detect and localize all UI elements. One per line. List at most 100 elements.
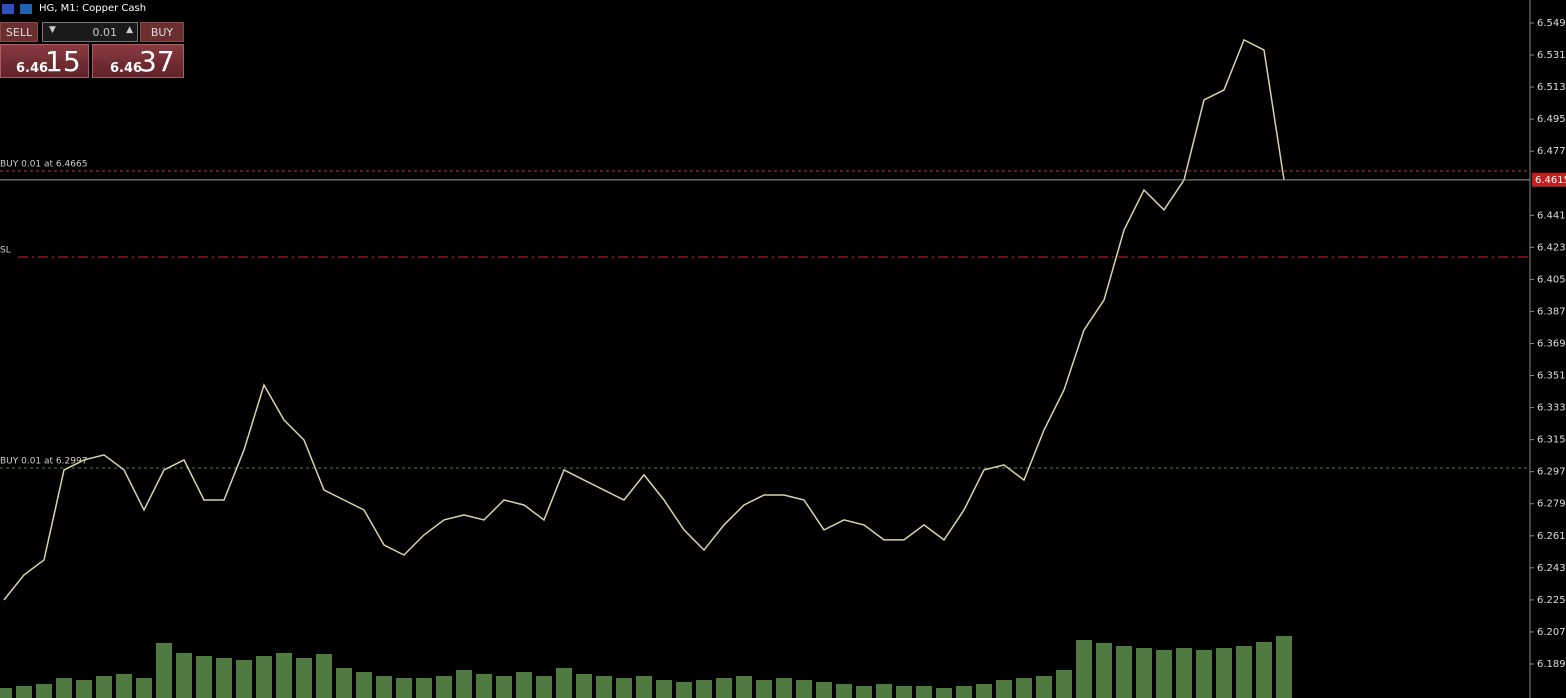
- volume-bar: [316, 654, 332, 698]
- volume-bar: [736, 676, 752, 698]
- increase[interactable]: ▲: [126, 25, 133, 35]
- bid-price[interactable]: 6.46 15: [0, 44, 89, 78]
- volume-bar: [56, 678, 72, 698]
- volume-bar: [1216, 648, 1232, 698]
- volume-bar: [716, 678, 732, 698]
- price-line: [3, 38, 1285, 601]
- volume-bar: [556, 668, 572, 698]
- volume-value: 0.01: [92, 26, 118, 39]
- volume-bar: [756, 680, 772, 698]
- volume-input[interactable]: ▼ 0.01 ▲: [42, 22, 138, 42]
- ask-big: 6.46: [110, 61, 143, 76]
- volume-bar: [896, 686, 912, 698]
- volume-bar: [96, 676, 112, 698]
- bid-small: 15: [45, 45, 81, 78]
- volume-bar: [196, 656, 212, 698]
- volume-bar: [776, 678, 792, 698]
- sell-button[interactable]: SELL: [0, 22, 38, 42]
- volume-bar: [216, 658, 232, 698]
- volume-bar: [356, 672, 372, 698]
- ask-small: 37: [139, 45, 175, 78]
- volume-bar: [16, 686, 32, 698]
- level-label: BUY 0.01 at 6.2997: [0, 456, 87, 466]
- volume-bar: [876, 684, 892, 698]
- volume-bar: [1096, 643, 1112, 698]
- level-label: SL: [0, 245, 11, 255]
- volume-bar: [676, 682, 692, 698]
- volume-bar: [836, 684, 852, 698]
- volume-bar: [236, 660, 252, 698]
- volume-bar: [536, 676, 552, 698]
- volume-bar: [136, 678, 152, 698]
- volume-bar: [516, 672, 532, 698]
- volume-bar: [276, 653, 292, 698]
- volume-bar: [856, 686, 872, 698]
- volume-bar: [1056, 670, 1072, 698]
- volume-bar: [816, 682, 832, 698]
- volume-bar: [456, 670, 472, 698]
- price-label-box: [1532, 172, 1566, 187]
- volume-bar: [1116, 646, 1132, 698]
- volume-bar: [296, 658, 312, 698]
- volume-bar: [436, 676, 452, 698]
- window-title: HG, M1: Copper Cash: [39, 3, 147, 14]
- volume-bar: [1236, 646, 1252, 698]
- volume-bar: [636, 676, 652, 698]
- volume-bar: [476, 674, 492, 698]
- volume-bar: [1156, 650, 1172, 698]
- volume-bar: [996, 680, 1012, 698]
- volume-bar: [1176, 648, 1192, 698]
- volume-bar: [616, 678, 632, 698]
- volume-bar: [1256, 642, 1272, 698]
- volume-bar: [1136, 648, 1152, 698]
- volume-bar: [696, 680, 712, 698]
- volume-bar: [1076, 640, 1092, 698]
- volume-bar: [116, 674, 132, 698]
- volume-bar: [396, 678, 412, 698]
- volume-bar: [796, 680, 812, 698]
- ask-price[interactable]: 6.46 37: [92, 44, 184, 78]
- volume-bar: [1196, 650, 1212, 698]
- buy-button[interactable]: BUY: [140, 22, 184, 42]
- bid-big: 6.46: [16, 61, 49, 76]
- volume-bar: [576, 674, 592, 698]
- volume-bar: [496, 676, 512, 698]
- icon: [20, 4, 32, 14]
- volume-bar: [1036, 676, 1052, 698]
- volume-bar: [376, 676, 392, 698]
- volume-bar: [336, 668, 352, 698]
- y-tick-label: 6.5496: [1537, 18, 1566, 29]
- volume-bar: [936, 688, 952, 698]
- volume-bar: [176, 653, 192, 698]
- decrease[interactable]: ▼: [49, 25, 56, 35]
- volume-bar: [36, 684, 52, 698]
- volume-bar: [956, 686, 972, 698]
- volume-bar: [256, 656, 272, 698]
- volume-bar: [976, 684, 992, 698]
- volume-bar: [1016, 678, 1032, 698]
- volume-bar: [916, 686, 932, 698]
- volume-bar: [1276, 636, 1292, 698]
- volume-bar: [416, 678, 432, 698]
